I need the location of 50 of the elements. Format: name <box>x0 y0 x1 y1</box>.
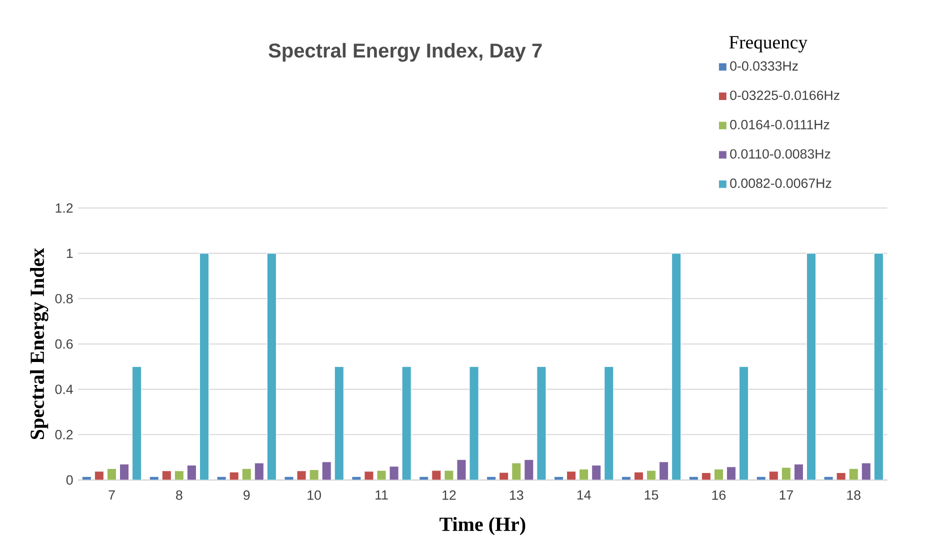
y-tick-label: 1.2 <box>56 203 73 213</box>
legend-label: 0-0.0333Hz <box>730 61 798 71</box>
legend-label: 0.0110-0.0083Hz <box>730 149 830 159</box>
bar <box>874 253 884 480</box>
bar <box>592 464 602 480</box>
legend-label: 0.0082-0.0067Hz <box>730 178 832 188</box>
y-tick-label: 1 <box>66 248 73 258</box>
bar <box>806 253 816 480</box>
x-tick-label: 15 <box>644 490 658 500</box>
bar <box>132 366 142 480</box>
bar <box>402 366 412 480</box>
bar <box>524 459 534 480</box>
bar <box>254 462 264 480</box>
bar <box>322 462 332 480</box>
bar <box>199 253 210 480</box>
x-tick-label: 17 <box>780 490 793 500</box>
y-axis-title: Spectral Energy Index <box>30 248 48 440</box>
y-tick-label: 0.2 <box>55 430 73 440</box>
bar <box>456 459 466 480</box>
y-tick-label: 0 <box>66 475 73 485</box>
x-tick-label: 12 <box>442 490 456 500</box>
x-tick-label: 16 <box>712 490 726 500</box>
x-tick-label: 18 <box>847 490 860 500</box>
y-tick-label: 0.8 <box>55 294 73 304</box>
bar <box>389 466 399 480</box>
bar <box>604 366 614 480</box>
bar <box>738 366 749 480</box>
bar <box>672 253 682 480</box>
x-tick-label: 7 <box>108 490 115 500</box>
chart-title: Spectral Energy Index, Day 7 <box>268 42 542 62</box>
x-axis-title: Time (Hr) <box>440 516 526 536</box>
y-tick-label: 0.6 <box>55 339 73 349</box>
bar <box>794 464 804 480</box>
bar <box>266 253 276 480</box>
bar <box>119 464 130 480</box>
x-tick-label: 9 <box>244 490 250 500</box>
bar <box>861 462 871 480</box>
bar <box>726 466 736 480</box>
x-tick-label: 11 <box>376 490 388 500</box>
x-tick-label: 10 <box>308 490 321 500</box>
x-tick-label: 14 <box>577 490 591 500</box>
bar <box>334 366 344 480</box>
x-tick-label: 8 <box>176 490 182 500</box>
legend-label: 0.0164-0.0111Hz <box>730 120 830 130</box>
y-tick-label: 0.4 <box>55 384 73 394</box>
bar <box>659 462 669 480</box>
x-tick-label: 13 <box>510 490 524 500</box>
bar <box>186 464 197 480</box>
legend-label: 0-03225-0.0166Hz <box>730 90 840 100</box>
legend-title: Frequency <box>729 36 808 52</box>
